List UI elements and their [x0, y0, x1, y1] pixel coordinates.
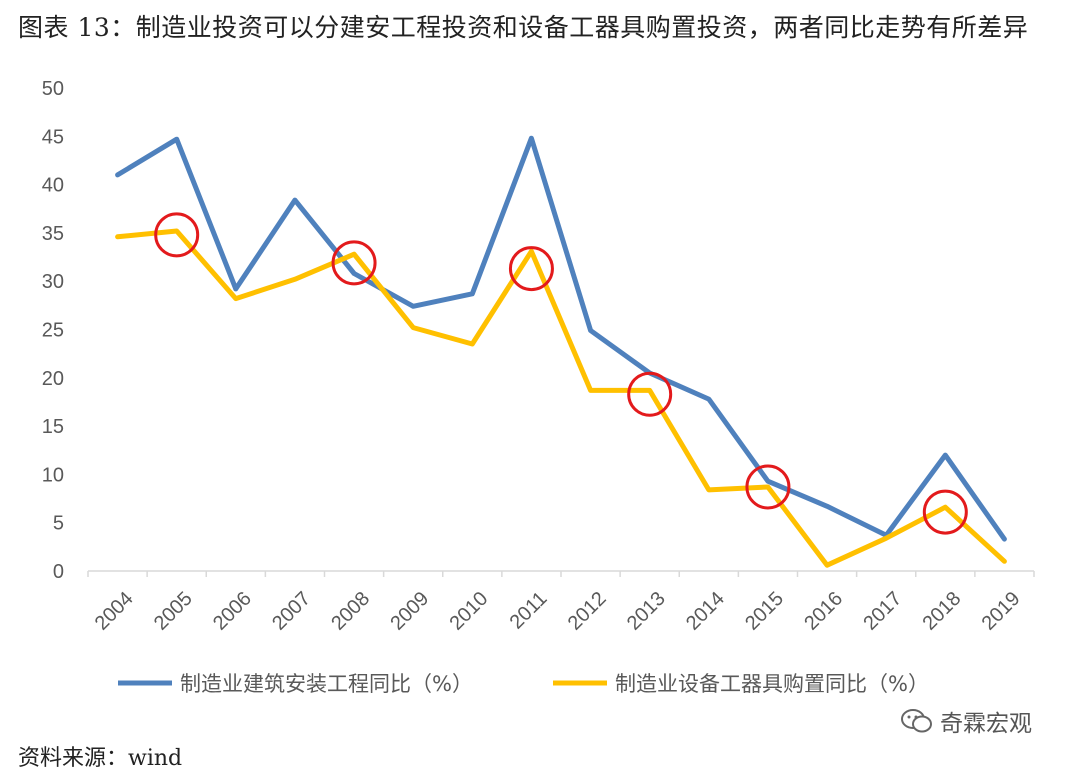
x-axis-ticks: 2004 2005 2006 2007 2008 2009 2010 2011 2012 2013…	[87, 571, 1035, 635]
x-tick-label: 2008	[327, 588, 374, 635]
annotation-circle	[331, 240, 377, 286]
chart-title: 图表 13：制造业投资可以分建安工程投资和设备工器具购置投资，两者同比走势有所差…	[18, 13, 1029, 42]
y-tick-label: 35	[42, 223, 64, 245]
y-tick-label: 10	[42, 464, 64, 486]
y-tick-label: 20	[42, 368, 64, 390]
x-tick-label: 2012	[564, 588, 611, 635]
x-tick-label: 2006	[209, 588, 256, 635]
x-tick-label: 2016	[800, 588, 847, 635]
x-tick-label: 2014	[682, 588, 729, 635]
x-tick-label: 2013	[623, 588, 670, 635]
y-tick-label: 25	[42, 320, 64, 342]
y-tick-label: 40	[42, 175, 64, 197]
y-axis-ticks: 0 5 10 15 20 25 30 35 40 45 50	[42, 78, 64, 583]
x-tick-label: 2007	[268, 588, 315, 635]
y-tick-label: 15	[42, 416, 64, 438]
y-tick-label: 50	[42, 78, 64, 100]
legend-label-series-2: 制造业设备工器具购置同比（%）	[615, 672, 929, 696]
legend-label-series-1: 制造业建筑安装工程同比（%）	[180, 672, 473, 696]
annotation-circle	[154, 212, 200, 258]
annotation-circle	[922, 489, 968, 535]
y-tick-label: 5	[53, 513, 64, 535]
wechat-icon	[901, 709, 932, 733]
y-tick-label: 45	[42, 126, 64, 148]
x-tick-label: 2010	[445, 588, 492, 635]
legend: 制造业建筑安装工程同比（%） 制造业设备工器具购置同比（%）	[118, 672, 929, 696]
x-tick-label: 2011	[506, 588, 552, 634]
annotation-circle	[745, 464, 791, 510]
x-tick-label: 2009	[386, 588, 433, 635]
x-tick-label: 2018	[918, 588, 965, 635]
watermark-text: 奇霖宏观	[940, 711, 1032, 737]
x-tick-label: 2019	[978, 588, 1025, 635]
x-tick-label: 2005	[150, 588, 197, 635]
watermark: 奇霖宏观	[900, 704, 1032, 738]
annotation-circles	[154, 212, 968, 535]
y-tick-label: 30	[42, 271, 64, 293]
x-tick-label: 2015	[741, 588, 788, 635]
series-lines	[115, 135, 1007, 568]
annotation-circle	[627, 371, 673, 417]
series-line-1	[115, 135, 1007, 542]
series-line-2	[115, 228, 1007, 568]
annotation-circle	[508, 246, 554, 292]
x-tick-label: 2017	[859, 588, 906, 635]
source-note: 资料来源：wind	[18, 746, 183, 771]
y-tick-label: 0	[53, 561, 64, 583]
x-tick-label: 2004	[91, 588, 138, 635]
